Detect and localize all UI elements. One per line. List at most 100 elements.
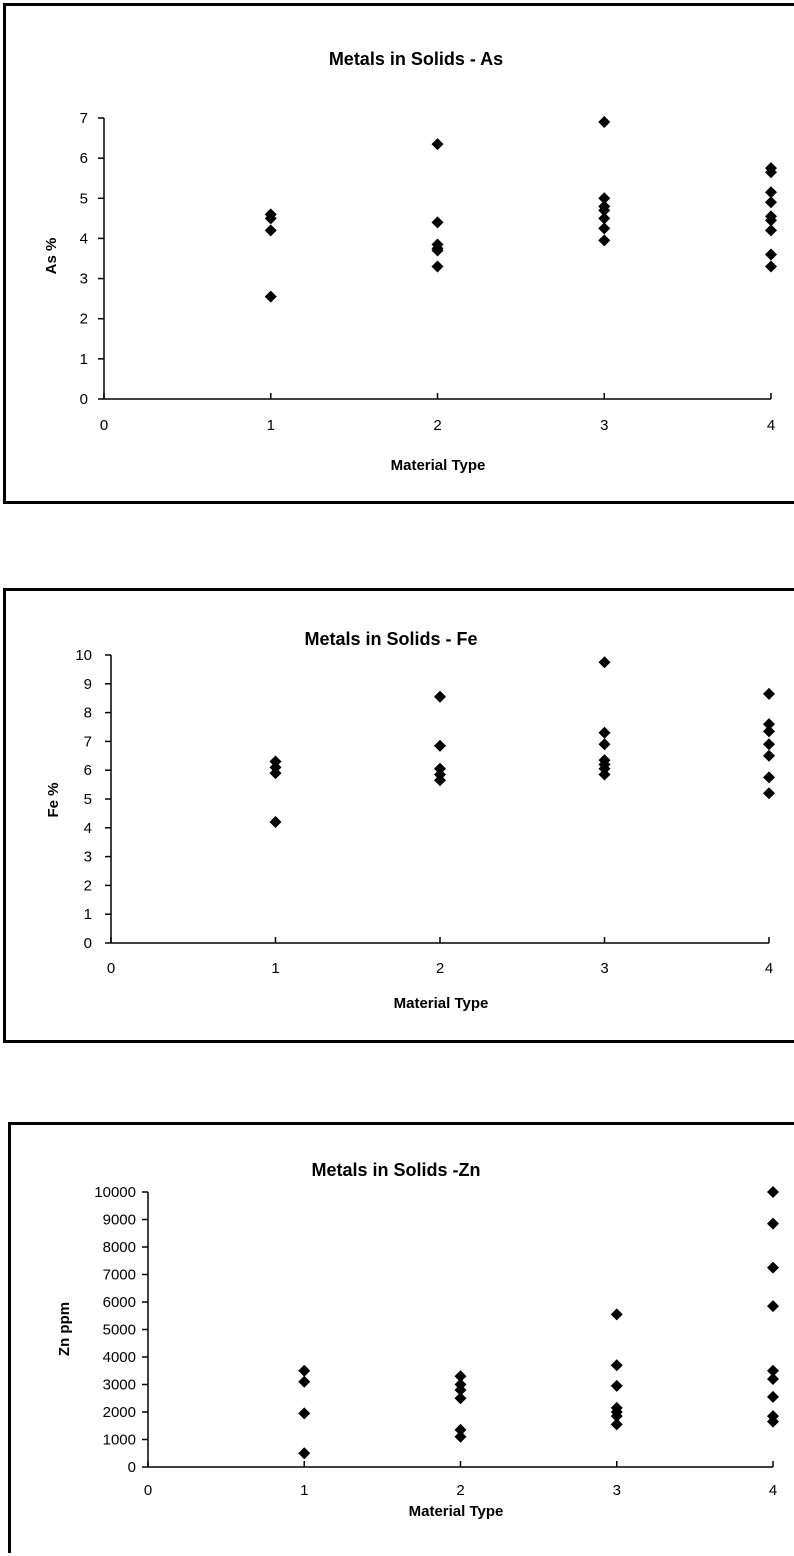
- fe-x-tick-label: 0: [107, 960, 115, 977]
- zn-data-point: [454, 1384, 467, 1396]
- zn-data-point: [454, 1370, 467, 1383]
- as-data-point: [765, 248, 777, 261]
- fe-data-point: [763, 771, 775, 784]
- fe-y-tick-label: 0: [84, 935, 92, 952]
- as-y-tick-label: 1: [80, 351, 88, 368]
- fe-x-tick-label: 2: [436, 960, 444, 977]
- as-data-point: [598, 192, 611, 205]
- as-y-tick-label: 7: [80, 110, 88, 127]
- fe-x-tick-label: 4: [765, 960, 773, 977]
- fe-data-point: [434, 739, 446, 752]
- zn-data-point: [767, 1364, 779, 1377]
- chart-panel-zn: Metals in Solids -Zn 0 1000 2000 3000 4000 500…: [8, 1122, 794, 1553]
- chart-panel-as: Metals in Solids - As 0 1 2 3 4 5 6 7 0 1 2 3 4 Materi…: [3, 3, 794, 504]
- zn-y-tick-label: 4000: [103, 1349, 136, 1366]
- zn-data-point: [767, 1186, 779, 1198]
- as-x-tick-label: 0: [100, 417, 108, 434]
- zn-y-tick-label: 9000: [103, 1212, 136, 1229]
- fe-data-point: [763, 749, 775, 762]
- fe-data-point: [763, 687, 775, 700]
- zn-y-tick-label: 1000: [103, 1432, 136, 1449]
- fe-data-point: [598, 768, 611, 781]
- zn-y-tick-label: 8000: [103, 1239, 136, 1256]
- fe-data-point: [434, 690, 446, 703]
- as-chart-title: Metals in Solids - As: [329, 49, 503, 69]
- as-data-point: [431, 216, 444, 229]
- as-data-point: [765, 166, 777, 179]
- fe-data-point: [763, 718, 775, 731]
- as-data-point: [765, 224, 777, 237]
- as-data-point: [264, 224, 277, 237]
- as-x-tick-label: 2: [433, 417, 441, 434]
- fe-data-point: [763, 738, 775, 751]
- zn-data-point: [767, 1261, 779, 1274]
- fe-data-point: [598, 656, 611, 669]
- fe-data-point: [269, 816, 282, 829]
- zn-data-point: [454, 1423, 467, 1436]
- zn-data-point: [298, 1447, 311, 1460]
- zn-y-tick-label: 6000: [103, 1294, 136, 1311]
- as-data-point: [598, 212, 611, 225]
- fe-chart-svg: Metals in Solids - Fe 0 1 2 3 4 5 6 7 8 9 10 0 1 2 3 4 Ma…: [45, 629, 775, 1012]
- zn-chart-svg: Metals in Solids -Zn 0 1000 2000 3000 4000 500…: [56, 1160, 779, 1520]
- zn-data-point: [767, 1217, 779, 1230]
- zn-data-point: [767, 1373, 779, 1385]
- as-data-point: [598, 116, 611, 129]
- fe-data-point: [434, 774, 446, 787]
- zn-data-point: [298, 1375, 311, 1388]
- zn-chart-title: Metals in Solids -Zn: [311, 1160, 480, 1180]
- fe-y-tick-label: 1: [84, 906, 92, 923]
- zn-x-axis-label: Material Type: [409, 1503, 504, 1520]
- zn-y-tick-label: 7000: [103, 1267, 136, 1284]
- as-data-point: [765, 196, 777, 209]
- fe-y-tick-label: 10: [75, 647, 92, 664]
- zn-x-tick-label: 1: [300, 1482, 308, 1499]
- chart-panel-fe: Metals in Solids - Fe 0 1 2 3 4 5 6 7 8 9 10 0 1 2 3 4 Ma…: [3, 588, 794, 1043]
- zn-y-tick-label: 10000: [94, 1184, 136, 1201]
- as-y-tick-label: 2: [80, 311, 88, 328]
- zn-y-tick-label: 3000: [103, 1377, 136, 1394]
- fe-y-tick-label: 6: [84, 762, 92, 779]
- zn-x-tick-label: 4: [769, 1482, 777, 1499]
- zn-data-point: [610, 1308, 623, 1321]
- fe-y-tick-label: 8: [84, 705, 92, 722]
- as-y-tick-label: 4: [80, 230, 88, 247]
- zn-y-tick-label: 2000: [103, 1404, 136, 1421]
- as-x-tick-label: 1: [267, 417, 275, 434]
- fe-x-axis-label: Material Type: [394, 995, 489, 1012]
- zn-data-point: [610, 1379, 623, 1392]
- zn-x-tick-label: 0: [144, 1482, 152, 1499]
- as-data-point: [264, 290, 277, 303]
- zn-data-point: [767, 1390, 779, 1403]
- fe-chart-title: Metals in Solids - Fe: [304, 629, 477, 649]
- as-data-point: [765, 214, 777, 227]
- zn-data-point: [454, 1430, 467, 1443]
- as-x-tick-label: 4: [767, 417, 775, 434]
- as-data-point: [765, 260, 777, 273]
- fe-y-tick-label: 7: [84, 733, 92, 750]
- fe-x-tick-label: 1: [271, 960, 279, 977]
- fe-y-tick-label: 4: [84, 820, 92, 837]
- fe-y-tick-label: 2: [84, 877, 92, 894]
- zn-data-point: [767, 1300, 779, 1313]
- zn-x-tick-label: 2: [456, 1482, 464, 1499]
- zn-y-tick-label: 0: [128, 1459, 136, 1476]
- as-y-tick-label: 3: [80, 271, 88, 288]
- fe-data-point: [763, 787, 775, 800]
- zn-data-point: [298, 1407, 311, 1420]
- as-x-axis-label: Material Type: [391, 457, 486, 474]
- zn-data-point: [610, 1359, 623, 1372]
- fe-data-point: [598, 726, 611, 739]
- fe-data-point: [598, 738, 611, 751]
- as-data-point: [264, 212, 277, 225]
- fe-data-point: [269, 767, 282, 780]
- as-chart-svg: Metals in Solids - As 0 1 2 3 4 5 6 7 0 1 2 3 4 Materi…: [43, 49, 777, 474]
- zn-data-point: [298, 1364, 311, 1377]
- fe-y-tick-label: 5: [84, 791, 92, 808]
- fe-x-tick-label: 3: [600, 960, 608, 977]
- as-data-point: [765, 186, 777, 199]
- as-data-point: [431, 260, 444, 273]
- as-y-axis-label: As %: [43, 238, 60, 275]
- zn-x-tick-label: 3: [613, 1482, 621, 1499]
- zn-data-point: [610, 1418, 623, 1431]
